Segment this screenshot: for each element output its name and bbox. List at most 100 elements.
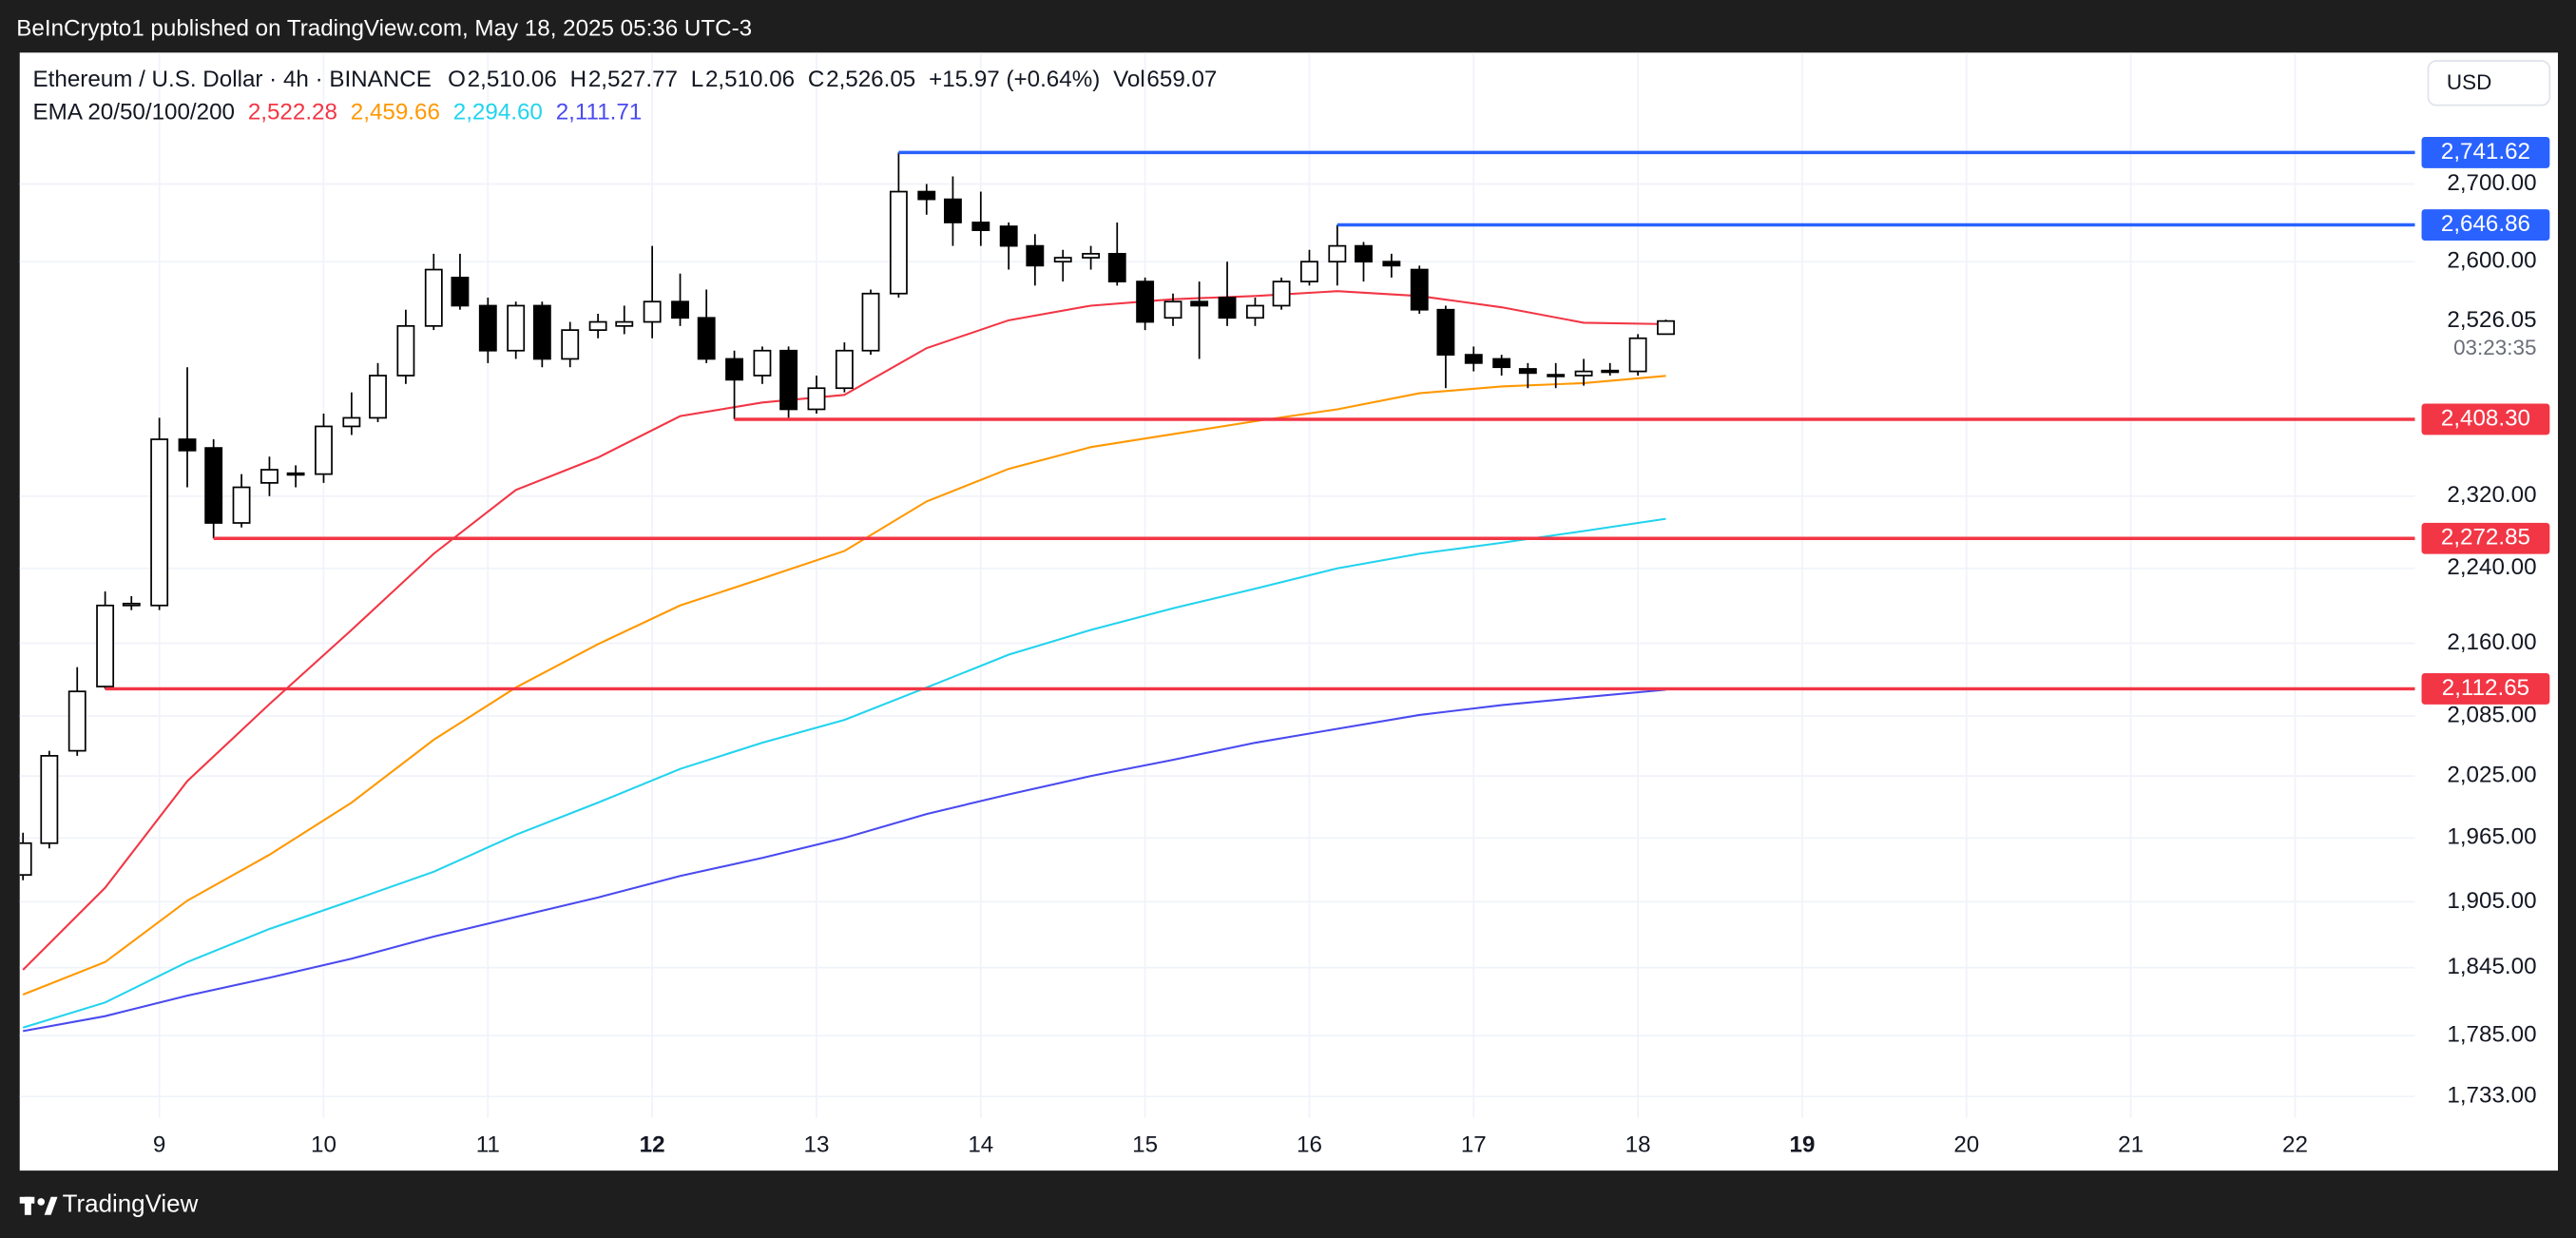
candle-body <box>315 425 333 475</box>
candle-body <box>1218 297 1237 319</box>
candle-body <box>861 292 880 352</box>
candle-body <box>889 190 908 295</box>
candle-body <box>835 349 854 390</box>
candle-body <box>1190 300 1209 307</box>
candle-body <box>999 225 1018 247</box>
y-tick-label: 2,600.00 <box>2447 248 2536 274</box>
x-tick-label: 11 <box>476 1132 500 1158</box>
candle-body <box>561 329 580 360</box>
candle-body <box>807 387 826 411</box>
candle-body <box>615 320 634 327</box>
indicator-name: EMA 20/50/100/200 <box>33 100 235 126</box>
candle-body <box>1601 369 1620 374</box>
candle-body <box>917 190 936 201</box>
candle-body <box>779 349 798 411</box>
x-tick-label: 9 <box>153 1132 165 1158</box>
x-tick-label: 20 <box>1953 1132 1979 1158</box>
candle-body <box>1300 261 1318 282</box>
candle-body <box>1574 370 1593 377</box>
ohlc-value: 2,527.77 <box>588 67 678 92</box>
candle-body <box>122 602 141 607</box>
level-label: 2,112.65 <box>2442 675 2529 701</box>
plot <box>19 150 2415 1033</box>
candle-body <box>507 304 526 352</box>
candle-body <box>96 604 115 687</box>
candle-body <box>1163 300 1182 319</box>
currency-label[interactable]: USD <box>2447 70 2491 94</box>
y-tick-label: 1,905.00 <box>2447 888 2536 914</box>
candle-body <box>532 304 551 360</box>
indicator-value: 2,294.60 <box>453 100 543 126</box>
y-tick-label: 1,965.00 <box>2447 824 2536 850</box>
y-tick-label: 2,160.00 <box>2447 629 2536 655</box>
level-label: 2,741.62 <box>2441 139 2530 164</box>
x-tick-label: 19 <box>1790 1132 1816 1158</box>
level-label-box <box>2421 673 2550 705</box>
x-tick-label: 15 <box>1132 1132 1158 1158</box>
candle-body <box>204 447 223 524</box>
ohlc-value: 2,510.06 <box>705 67 795 92</box>
candle-body <box>1053 257 1072 263</box>
candle-body <box>1245 304 1264 319</box>
candle-body <box>1410 268 1429 311</box>
candle-body <box>1547 374 1566 377</box>
currency-button[interactable] <box>2427 60 2551 106</box>
footer-brand: TradingView <box>63 1190 199 1217</box>
candle-body <box>697 317 716 360</box>
level-label: 2,646.86 <box>2441 211 2530 237</box>
candle-body <box>1628 337 1647 373</box>
candle-body <box>671 300 689 319</box>
candle-body <box>19 841 32 877</box>
candle-body <box>451 277 470 307</box>
x-tick-label: 18 <box>1625 1132 1651 1158</box>
indicator-value: 2,459.66 <box>351 100 440 126</box>
ohlc-key: L <box>691 67 703 92</box>
y-tick-label: 2,700.00 <box>2447 170 2536 196</box>
x-tick-label: 12 <box>640 1132 665 1158</box>
candle-body <box>1464 354 1483 364</box>
ohlc-key: O <box>448 67 466 92</box>
level-label: 2,272.85 <box>2441 525 2530 551</box>
legend-title: Ethereum / U.S. Dollar · 4h · BINANCE <box>33 67 432 92</box>
candle-body <box>1518 368 1537 375</box>
y-tick-label: 1,845.00 <box>2447 954 2536 979</box>
ema-line <box>22 375 1666 996</box>
candle-body <box>588 320 607 331</box>
x-tick-label: 13 <box>804 1132 830 1158</box>
level-label-box <box>2421 136 2550 168</box>
ohlc-value: 2,526.05 <box>826 67 915 92</box>
candle-body <box>150 438 169 607</box>
candle-body <box>1272 280 1291 307</box>
candle-body <box>424 268 443 327</box>
legend: Ethereum / U.S. Dollar · 4h · BINANCE O 2,… <box>33 67 1218 126</box>
candle-body <box>725 358 743 381</box>
candle-body <box>1436 308 1455 356</box>
candle-body <box>1355 244 1373 263</box>
x-tick-label: 21 <box>2118 1132 2143 1158</box>
x-tick-label: 16 <box>1297 1132 1322 1158</box>
candle-body <box>1492 358 1511 369</box>
candle-body <box>1382 261 1401 267</box>
candle-body <box>643 300 662 323</box>
indicator-value: 2,111.71 <box>556 100 643 126</box>
indicator-value: 2,522.28 <box>248 100 337 126</box>
ohlc-key: C <box>808 67 824 92</box>
x-tick-label: 14 <box>968 1132 993 1158</box>
ohlc-value: 2,510.06 <box>468 67 557 92</box>
x-tick-label: 22 <box>2282 1132 2308 1158</box>
chart-panel <box>19 52 2558 1171</box>
publisher: BeInCrypto1 published on TradingView.com… <box>16 16 752 42</box>
candle-body <box>971 222 990 232</box>
x-tick-label: 17 <box>1461 1132 1487 1158</box>
candle-body <box>396 324 415 377</box>
y-tick-label: 1,785.00 <box>2447 1022 2536 1048</box>
candle-body <box>1328 244 1347 263</box>
candle-body <box>1107 253 1126 282</box>
change: +15.97 (+0.64%) <box>929 67 1100 92</box>
candle-body <box>260 469 279 484</box>
candle-body <box>943 198 962 223</box>
last-price-label: 2,526.05 <box>2447 307 2536 333</box>
ema-line <box>23 688 1666 1033</box>
